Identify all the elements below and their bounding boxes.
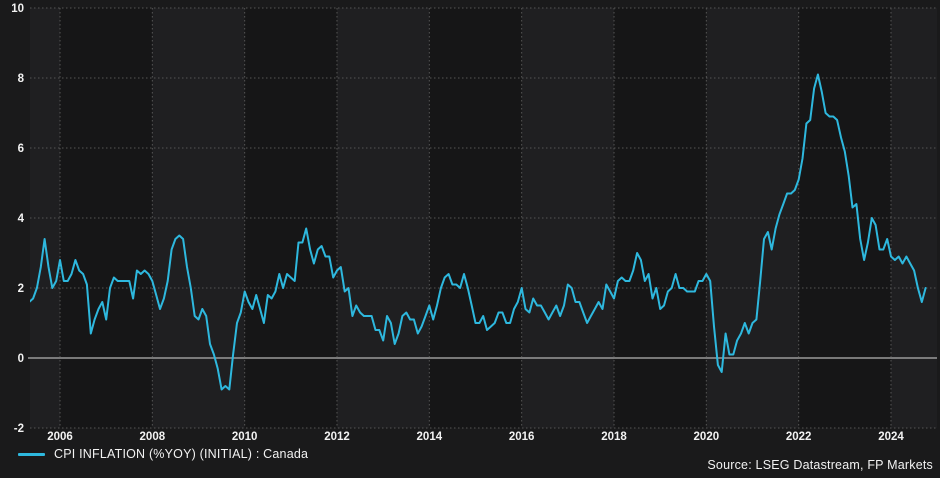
year-band (706, 8, 799, 428)
y-tick-label: 8 (18, 73, 25, 85)
x-tick-label: 2012 (324, 431, 350, 443)
y-tick-label: 10 (11, 3, 24, 15)
y-axis-labels: 10 8 6 4 2 0 -2 (11, 3, 24, 435)
y-tick-label: 0 (18, 353, 24, 365)
cpi-line-series (30, 73, 927, 391)
y-tick-label: -2 (14, 423, 24, 435)
x-tick-label: 2024 (878, 431, 904, 443)
x-axis-labels: 2006 2008 2010 2012 2014 2016 2018 2020 2022 2024 (47, 431, 904, 443)
horizontal-gridlines (28, 7, 937, 429)
x-tick-label: 2016 (509, 431, 535, 443)
legend-label: CPI INFLATION (%YOY) (INITIAL) : Canada (54, 447, 309, 461)
x-tick-label: 2018 (601, 431, 627, 443)
x-tick-label: 2014 (417, 431, 443, 443)
x-tick-label: 2006 (47, 431, 73, 443)
legend-line-swatch (18, 452, 45, 456)
x-tick-label: 2022 (786, 431, 812, 443)
year-band (798, 8, 892, 428)
series-group (30, 73, 927, 391)
x-tick-label: 2008 (140, 431, 166, 443)
x-tick-label: 2020 (694, 431, 720, 443)
y-tick-label: 4 (18, 213, 25, 225)
legend: CPI INFLATION (%YOY) (INITIAL) : Canada (18, 447, 308, 461)
year-band (614, 8, 707, 428)
source-note: Source: LSEG Datastream, FP Markets (707, 458, 933, 472)
y-tick-label: 2 (18, 283, 24, 295)
year-band (521, 8, 615, 428)
y-tick-label: 6 (18, 143, 24, 155)
x-tick-label: 2010 (232, 431, 258, 443)
